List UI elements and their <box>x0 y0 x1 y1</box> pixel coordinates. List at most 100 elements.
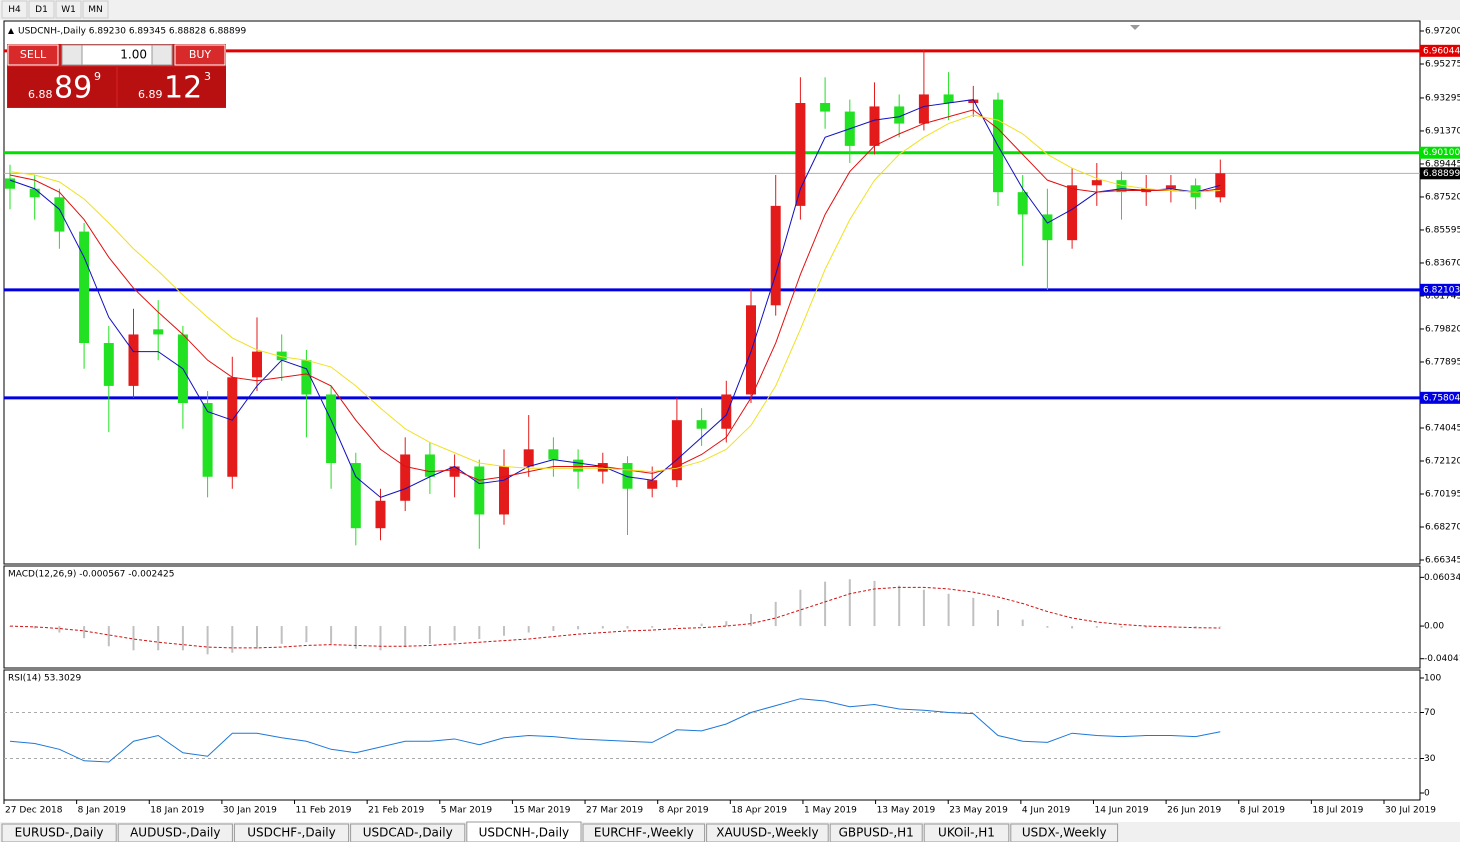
macd-bar <box>83 626 86 639</box>
timeframe-label[interactable]: MN <box>88 5 103 15</box>
chart-tab[interactable] <box>466 821 582 842</box>
price-panel <box>3 20 1421 565</box>
buy-button[interactable] <box>174 44 226 66</box>
timeframe-button[interactable] <box>1 0 28 19</box>
indicator-line <box>9 586 1221 649</box>
panel-title: MACD(12,26,9) -0.000567 -0.002425 <box>8 570 174 580</box>
chart-title: USDCNH-,Daily 6.89230 6.89345 6.88828 6.… <box>18 27 246 37</box>
sell-button[interactable] <box>7 44 59 66</box>
chart-tab[interactable] <box>829 823 923 842</box>
macd-bar <box>997 609 999 627</box>
macd-bar <box>503 626 505 636</box>
candle-body <box>869 106 880 146</box>
x-tick-label: 18 Jan 2019 <box>150 806 204 816</box>
candle-body <box>1165 185 1176 189</box>
y-tick-label: 6.83670 <box>1425 258 1460 268</box>
macd-bar <box>478 626 481 639</box>
chart-tab-label[interactable]: USDCHF-,Daily <box>247 826 335 840</box>
macd-bar <box>947 593 950 627</box>
x-tick-label: 14 Jun 2019 <box>1094 806 1148 816</box>
chart-tab[interactable] <box>706 823 829 842</box>
chart-tab-label[interactable]: UKOil-,H1 <box>938 826 995 840</box>
candle-body <box>276 351 287 361</box>
timeframe-button[interactable] <box>28 0 55 19</box>
candle-body <box>918 94 929 124</box>
y-tick-label: 6.87520 <box>1425 192 1460 202</box>
chart-tab[interactable] <box>1010 823 1119 842</box>
lot-value[interactable]: 1.00 <box>120 48 147 62</box>
macd-bar <box>552 626 555 631</box>
candle-body <box>424 454 435 477</box>
y-tick-label: 70 <box>1424 708 1436 718</box>
x-tick-label: 4 Jun 2019 <box>1022 806 1071 816</box>
x-tick-label: 11 Feb 2019 <box>296 806 352 816</box>
candle-body <box>597 463 608 472</box>
buy-price-sup: 3 <box>204 70 211 83</box>
macd-bar <box>33 626 36 629</box>
timeframe-button[interactable] <box>55 0 82 19</box>
chart-tab-label[interactable]: XAUUSD-,Weekly <box>716 826 818 840</box>
buy-label[interactable]: BUY <box>189 48 212 61</box>
y-tick-label: 6.91370 <box>1425 126 1460 136</box>
chart-tab-label[interactable]: GBPUSD-,H1 <box>839 826 914 840</box>
indicator-line <box>9 114 1221 473</box>
chart-tab-label[interactable]: USDCNH-,Daily <box>479 826 570 840</box>
chart-tab[interactable] <box>350 823 466 842</box>
candle-body <box>227 377 238 477</box>
candle-body <box>449 466 460 477</box>
macd-bar <box>354 626 357 649</box>
chart-tab-label[interactable]: EURCHF-,Weekly <box>594 826 694 840</box>
timeframe-label[interactable]: W1 <box>61 5 76 15</box>
y-tick-label: 30 <box>1424 754 1436 764</box>
x-tick-label: 30 Jul 2019 <box>1385 806 1436 816</box>
title-marker <box>8 28 14 34</box>
sell-label[interactable]: SELL <box>20 48 47 61</box>
candle-body <box>5 178 15 189</box>
last-price-label: 6.88899 <box>1423 169 1460 179</box>
macd-bar <box>157 626 160 651</box>
y-tick-label: 0 <box>1424 789 1430 799</box>
macd-bar <box>922 589 925 627</box>
chart-tab[interactable] <box>582 823 706 842</box>
candle-body <box>301 360 312 395</box>
chart-tab[interactable] <box>233 823 350 842</box>
macd-bar <box>1194 626 1197 627</box>
lot-up[interactable] <box>151 44 173 66</box>
timeframe-label[interactable]: D1 <box>35 5 48 15</box>
chart-tab-label[interactable]: EURUSD-,Daily <box>15 826 104 840</box>
macd-bar <box>1046 626 1049 628</box>
macd-bar <box>453 626 456 641</box>
candle-body <box>1116 180 1127 193</box>
chart-tab[interactable] <box>117 823 233 842</box>
chart-tab-label[interactable]: USDX-,Weekly <box>1022 826 1107 840</box>
macd-bar <box>107 626 110 647</box>
macd-bar <box>972 597 975 627</box>
candle-body <box>622 463 633 489</box>
macd-bar <box>58 626 61 633</box>
lot-down[interactable] <box>61 44 83 66</box>
buy-price-box[interactable] <box>118 67 226 107</box>
sell-price-box[interactable] <box>8 67 116 107</box>
macd-bar <box>577 626 580 630</box>
candle-body <box>746 305 756 395</box>
chart-tab[interactable] <box>1 823 117 842</box>
macd-bar <box>330 626 333 644</box>
buy-price-prefix: 6.89 <box>138 88 163 101</box>
macd-bar <box>206 626 209 655</box>
timeframe-label[interactable]: H4 <box>8 5 21 15</box>
chart-tab-label[interactable]: USDCAD-,Daily <box>363 826 453 840</box>
x-tick-label: 8 Jul 2019 <box>1240 806 1285 816</box>
x-tick-label: 27 Dec 2018 <box>5 806 63 816</box>
macd-bar <box>626 626 629 629</box>
macd-bar <box>898 585 901 627</box>
chart-tab-label[interactable]: AUDUSD-,Daily <box>130 826 220 840</box>
candle-body <box>795 103 806 206</box>
chart-tab[interactable] <box>923 823 1010 842</box>
candle-body <box>499 466 509 515</box>
level-tag <box>1420 146 1460 159</box>
macd-bar <box>1021 619 1024 627</box>
candle-body <box>400 454 411 501</box>
timeframe-button[interactable] <box>82 0 109 19</box>
x-tick-label: 21 Feb 2019 <box>368 806 424 816</box>
